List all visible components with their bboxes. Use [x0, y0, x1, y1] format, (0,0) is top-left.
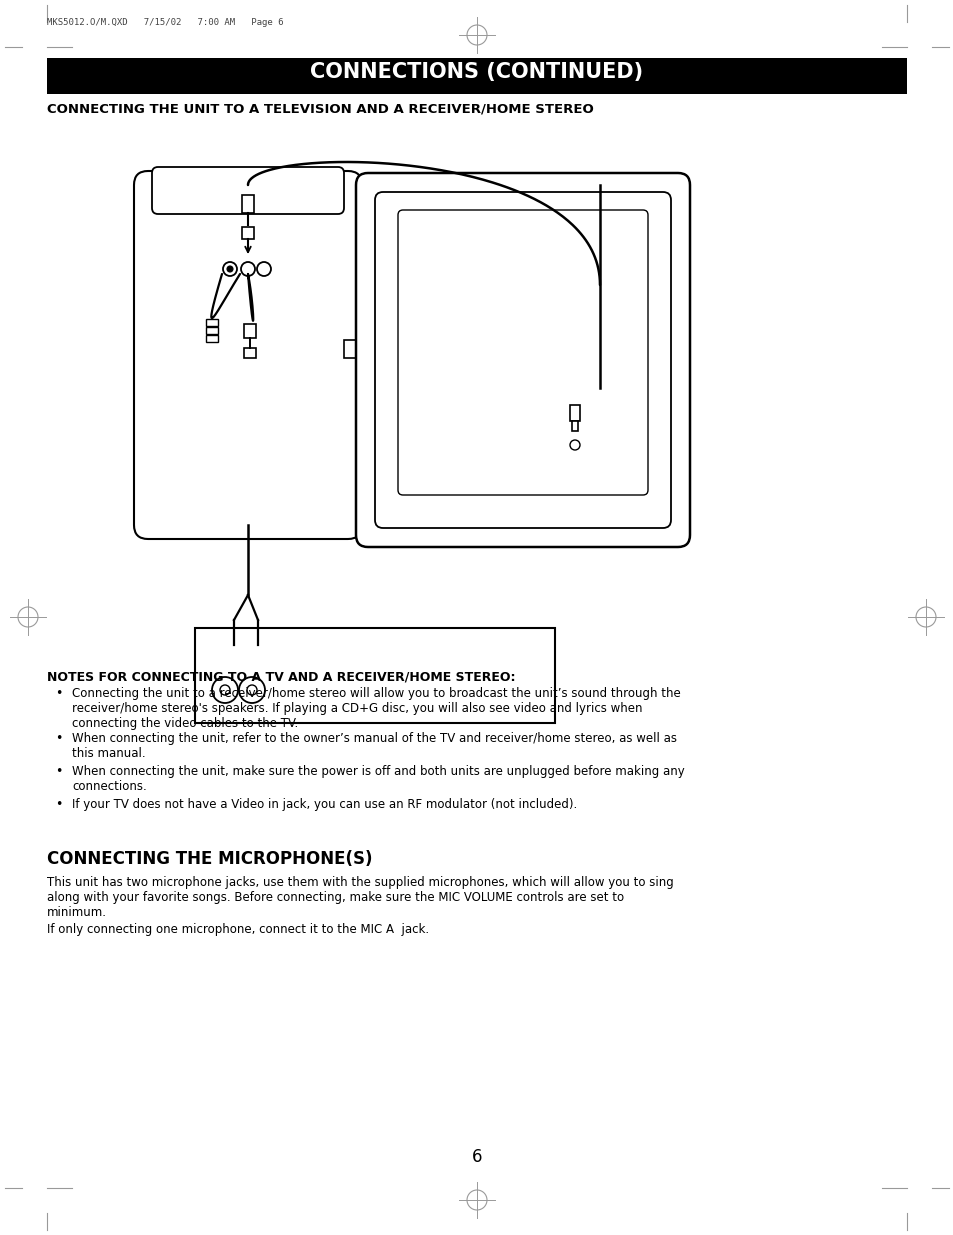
Bar	[244, 348, 255, 358]
Text: When connecting the unit, refer to the owner’s manual of the TV and receiver/hom: When connecting the unit, refer to the o…	[71, 732, 677, 760]
Bar	[253, 663, 262, 671]
FancyBboxPatch shape	[397, 210, 647, 495]
FancyBboxPatch shape	[133, 170, 361, 538]
Bar	[228, 645, 240, 663]
Bar	[194, 629, 555, 722]
Bar	[252, 645, 264, 663]
Bar	[230, 663, 237, 671]
Circle shape	[227, 266, 233, 272]
Text: CONNECTING THE UNIT TO A TELEVISION AND A RECEIVER/HOME STEREO: CONNECTING THE UNIT TO A TELEVISION AND …	[47, 103, 593, 116]
Bar	[569, 405, 579, 421]
Text: •: •	[55, 798, 62, 811]
Bar	[206, 327, 218, 333]
Text: •: •	[55, 732, 62, 745]
Text: •: •	[55, 687, 62, 700]
Bar	[244, 324, 255, 338]
FancyBboxPatch shape	[355, 173, 689, 547]
Text: MKS5012.O/M.QXD   7/15/02   7:00 AM   Page 6: MKS5012.O/M.QXD 7/15/02 7:00 AM Page 6	[47, 19, 283, 27]
Bar	[242, 195, 253, 212]
FancyBboxPatch shape	[152, 167, 344, 214]
Text: •: •	[55, 764, 62, 778]
Bar	[344, 340, 359, 358]
Text: This unit has two microphone jacks, use them with the supplied microphones, whic: This unit has two microphone jacks, use …	[47, 876, 673, 919]
Text: NOTES FOR CONNECTING TO A TV AND A RECEIVER/HOME STEREO:: NOTES FOR CONNECTING TO A TV AND A RECEI…	[47, 671, 515, 683]
Text: CONNECTING THE MICROPHONE(S): CONNECTING THE MICROPHONE(S)	[47, 850, 372, 868]
FancyBboxPatch shape	[375, 191, 670, 529]
Text: If only connecting one microphone, connect it to the MIC A  jack.: If only connecting one microphone, conne…	[47, 923, 429, 936]
Bar	[206, 335, 218, 342]
Bar	[572, 421, 578, 431]
Text: If your TV does not have a Video in jack, you can use an RF modulator (not inclu: If your TV does not have a Video in jack…	[71, 798, 577, 811]
Text: CONNECTIONS (CONTINUED): CONNECTIONS (CONTINUED)	[310, 62, 643, 82]
Bar	[206, 319, 218, 326]
Text: Connecting the unit to a receiver/home stereo will allow you to broadcast the un: Connecting the unit to a receiver/home s…	[71, 687, 680, 730]
Text: When connecting the unit, make sure the power is off and both units are unplugge: When connecting the unit, make sure the …	[71, 764, 684, 793]
Text: 6: 6	[471, 1149, 482, 1166]
Bar	[242, 227, 253, 240]
Bar	[47, 58, 906, 94]
